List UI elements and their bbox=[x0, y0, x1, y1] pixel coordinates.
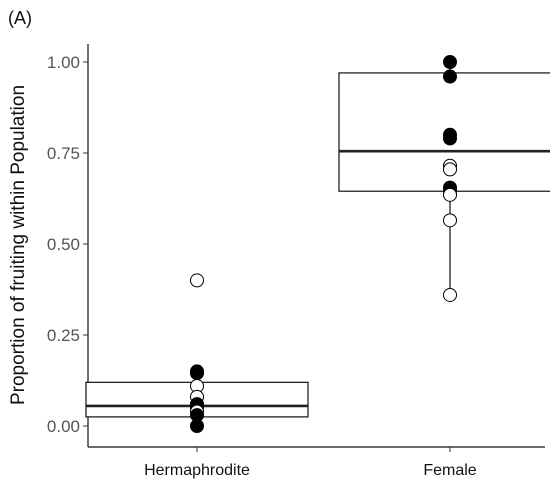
points-layer bbox=[190, 55, 457, 433]
data-point bbox=[190, 273, 204, 288]
data-point bbox=[190, 366, 204, 381]
y-tick-label: 0.50 bbox=[47, 235, 80, 254]
y-tick-label: 1.00 bbox=[47, 53, 80, 72]
y-tick-label: 0.25 bbox=[47, 326, 80, 345]
data-point bbox=[443, 69, 457, 84]
data-point bbox=[443, 131, 457, 146]
boxes-layer bbox=[85, 62, 550, 426]
data-point bbox=[190, 419, 204, 433]
box-female bbox=[338, 62, 550, 295]
x-category-label: Female bbox=[423, 462, 476, 479]
y-axis-title: Proportion of fruiting within Population bbox=[8, 85, 29, 405]
data-point bbox=[443, 55, 457, 69]
y-axis: 0.00 0.25 0.50 0.75 1.00 bbox=[47, 44, 89, 447]
x-category-label: Hermaphrodite bbox=[144, 462, 250, 479]
data-point bbox=[443, 287, 457, 302]
data-point bbox=[443, 162, 457, 177]
panel-label: (A) bbox=[8, 8, 32, 28]
y-tick-label: 0.75 bbox=[47, 144, 80, 163]
y-tick-label: 0.00 bbox=[47, 417, 80, 436]
x-axis: Hermaphrodite Female bbox=[88, 446, 545, 479]
data-point bbox=[443, 213, 457, 228]
data-point bbox=[443, 187, 457, 202]
